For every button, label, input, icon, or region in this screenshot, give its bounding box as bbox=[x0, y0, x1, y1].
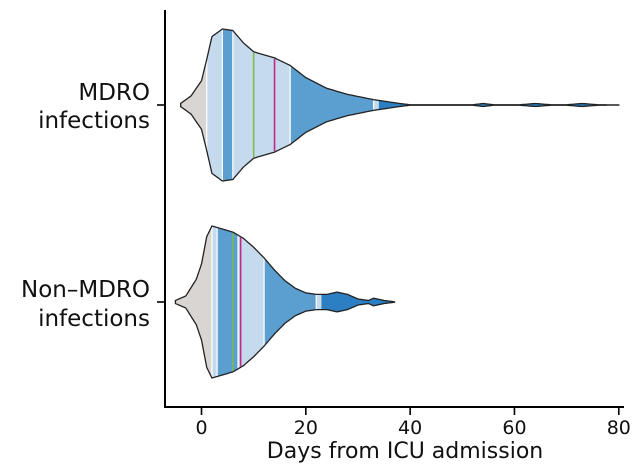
violin-0-band-iqr-right bbox=[290, 65, 374, 145]
axes-layer bbox=[157, 10, 624, 408]
category-label-mdro: MDRO infections bbox=[38, 80, 150, 134]
violin-0-outer-tail-left bbox=[180, 59, 207, 151]
mdro-label-line1: MDRO bbox=[78, 80, 150, 106]
violins-layer bbox=[174, 28, 620, 379]
x-axis-title: Days from ICU admission bbox=[267, 439, 543, 464]
violin-1-outer-tail-left bbox=[175, 226, 212, 378]
violin-0-band-middle bbox=[232, 30, 291, 180]
violin-group-0 bbox=[180, 28, 620, 182]
violin-1-tail-blue bbox=[321, 292, 395, 312]
non-mdro-label-line2: infections bbox=[38, 306, 150, 332]
violin-0-band-iqr-left bbox=[222, 29, 233, 181]
violin-1-band-iqr-left bbox=[217, 227, 239, 377]
violin-1-band-middle bbox=[238, 235, 265, 369]
violin-0-band-inner-left bbox=[206, 29, 223, 181]
x-ticks: 0 20 40 60 80 bbox=[195, 407, 631, 439]
violin-1-outline bbox=[174, 225, 396, 379]
mdro-label-line2: infections bbox=[38, 108, 150, 134]
violin-1-band-iqr-right bbox=[264, 257, 317, 347]
x-tick-label-80: 80 bbox=[607, 417, 631, 439]
violin-0-outline bbox=[180, 28, 620, 182]
x-tick-label-20: 20 bbox=[294, 417, 318, 439]
x-tick-label-60: 60 bbox=[502, 417, 526, 439]
category-label-non-mdro: Non–MDRO infections bbox=[21, 277, 150, 332]
non-mdro-label-line1: Non–MDRO bbox=[21, 277, 150, 303]
violin-group-1 bbox=[174, 225, 396, 379]
x-tick-label-0: 0 bbox=[195, 417, 207, 439]
violin-1-band-inner-left bbox=[211, 226, 218, 378]
x-tick-label-40: 40 bbox=[398, 417, 422, 439]
